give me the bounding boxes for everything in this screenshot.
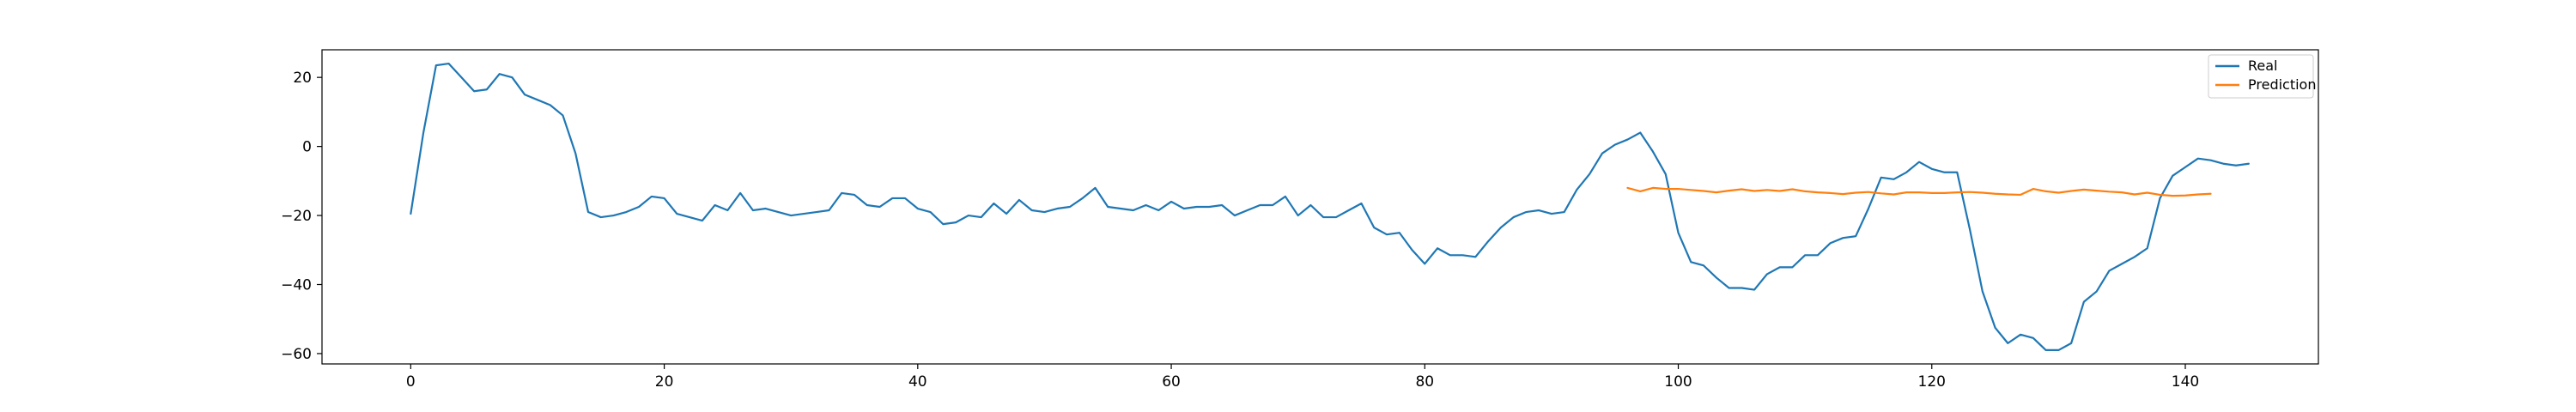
x-tick-label: 80 [1415, 373, 1434, 391]
x-tick-label: 40 [908, 373, 927, 391]
plot-frame [321, 49, 2319, 365]
y-tick-label: −20 [281, 208, 312, 225]
y-tick-label: −40 [281, 276, 312, 294]
x-tick-label: 0 [406, 373, 416, 391]
x-tick-label: 100 [1664, 373, 1692, 391]
legend: Real Prediction [2208, 54, 2316, 99]
series-line-real [410, 62, 2250, 352]
legend-label-real: Real [2248, 58, 2278, 74]
x-tick-label: 60 [1162, 373, 1181, 391]
series-layer [410, 62, 2250, 352]
x-tick-label: 140 [2172, 373, 2199, 391]
legend-label-prediction: Prediction [2248, 76, 2316, 93]
y-axis: 20 0 −20 −40 −60 [281, 70, 322, 363]
y-tick-label: 20 [293, 70, 312, 87]
x-tick-label: 20 [655, 373, 674, 391]
x-tick-label: 120 [1918, 373, 1946, 391]
y-tick-label: −60 [281, 346, 312, 363]
x-axis: 0 20 40 60 80 100 120 140 [406, 364, 2199, 391]
series-line-prediction [1626, 186, 2212, 197]
y-tick-label: 0 [302, 139, 312, 156]
